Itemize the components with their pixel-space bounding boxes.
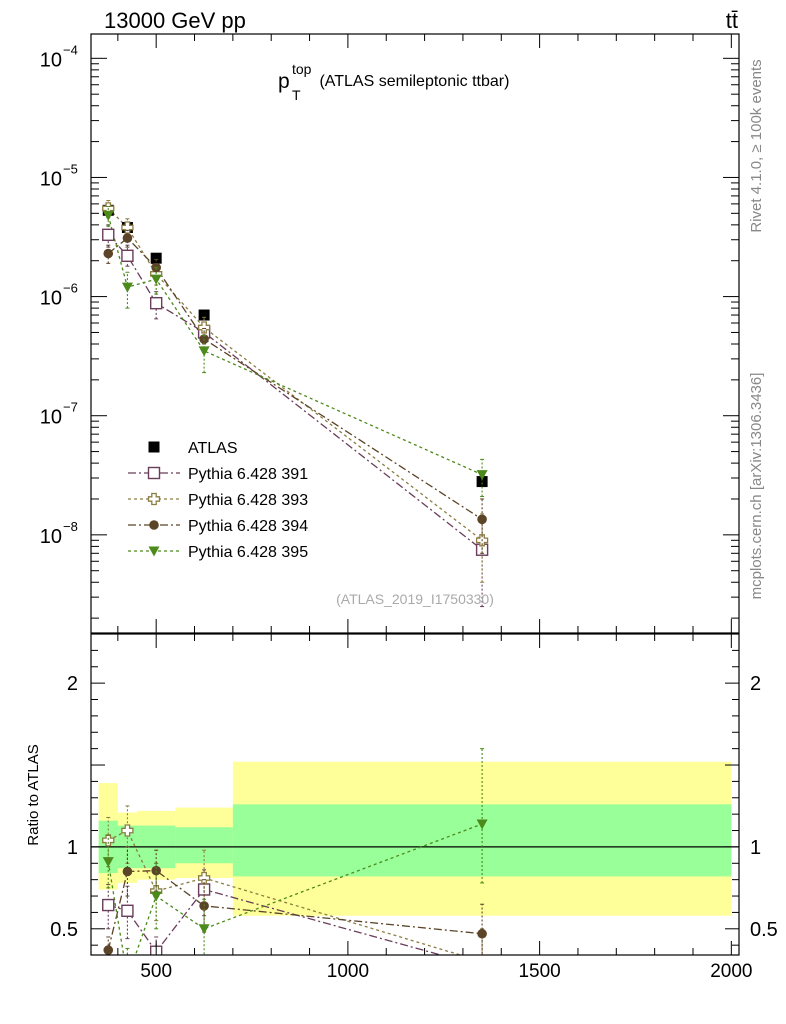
legend-label-2: Pythia 6.428 393 — [188, 492, 308, 509]
chart-title-main: p — [278, 70, 290, 93]
upper-panel-border — [90, 33, 740, 634]
atlas-data-point — [198, 309, 210, 321]
ratio-point-3 — [103, 945, 114, 955]
series-point-3 — [103, 248, 114, 259]
legend-label-4: Pythia 6.428 395 — [188, 544, 308, 561]
ratio-band-green — [232, 804, 732, 877]
y-tick-label-lower-right: 1 — [750, 837, 761, 859]
y-tick-label-upper: 10 — [40, 168, 62, 190]
ratio-series-points — [102, 748, 488, 983]
ratio-band-green — [175, 827, 233, 864]
y-tick-label-lower-right: 0.5 — [750, 919, 778, 941]
x-tick-label: 2000 — [710, 961, 752, 982]
legend-label-atlas: ATLAS — [188, 440, 238, 457]
series-point-2 — [121, 221, 134, 234]
y-tick-label-upper: 10 — [40, 288, 62, 310]
series-point-4 — [476, 470, 488, 481]
series-point-1 — [149, 296, 163, 310]
y-tick-label-upper-exponent: −8 — [63, 519, 78, 534]
x-tick-label: 500 — [140, 961, 172, 982]
ratio-point-2 — [102, 834, 115, 847]
atlas-data-point — [476, 476, 488, 488]
ratio-point-4 — [150, 891, 162, 902]
rivet-version-label: Rivet 4.1.0, ≥ 100k events — [748, 59, 765, 232]
lower-panel-frame — [90, 633, 740, 956]
y-tick-label-lower-left: 0.5 — [50, 919, 78, 941]
ratio-point-3 — [477, 928, 487, 939]
ratio-point-1 — [121, 904, 134, 917]
y-tick-label-upper-exponent: −7 — [63, 400, 78, 415]
ratio-line-2 — [107, 829, 463, 955]
y-tick-label-lower-right: 2 — [750, 673, 761, 695]
header-process-label: tt̄ — [726, 8, 738, 33]
upper-series-points — [102, 200, 489, 608]
ratio-uncertainty-bands — [98, 761, 732, 916]
atlas-data-point — [150, 252, 162, 264]
ratio-point-1 — [197, 883, 211, 896]
header-energy-label: 13000 GeV pp — [104, 8, 246, 33]
ratio-line-3 — [107, 869, 483, 951]
series-point-4 — [102, 210, 114, 221]
series-line-4 — [107, 215, 483, 476]
y-tick-label-lower-left: 2 — [67, 673, 78, 695]
series-point-4 — [198, 346, 210, 357]
ratio-point-3 — [151, 865, 161, 876]
chart-title: p top T (ATLAS semileptonic ttbar) — [278, 61, 509, 103]
ratio-point-2 — [121, 824, 134, 837]
ratio-point-4 — [198, 924, 210, 935]
ratio-point-1 — [477, 961, 488, 972]
series-point-1 — [121, 249, 134, 262]
y-tick-label-lower-left: 1 — [67, 837, 78, 859]
upper-panel-frame — [90, 33, 740, 634]
x-tick-label: 1000 — [327, 961, 369, 982]
chart-title-rest: (ATLAS semileptonic ttbar) — [315, 73, 509, 90]
chart-title-superscript: top — [292, 61, 312, 77]
analysis-tag: (ATLAS_2019_I1750330) — [336, 591, 494, 607]
mcplots-label: mcplots.cern.ch [arXiv:1306.3436] — [748, 373, 765, 600]
y-tick-label-upper-exponent: −4 — [63, 42, 78, 57]
legend: ATLAS Pythia 6.428 391 Pythia 6.428 393 Pyt… — [128, 440, 308, 561]
ratio-point-3 — [122, 866, 133, 877]
series-point-3 — [477, 514, 487, 525]
ratio-point-4 — [102, 857, 114, 868]
y-tick-label-upper: 10 — [40, 526, 62, 548]
series-point-3 — [122, 233, 133, 243]
ratio-point-2 — [477, 956, 488, 967]
legend-marker-1 — [147, 466, 161, 480]
lower-panel-border — [90, 633, 740, 956]
ratio-axis-label: Ratio to ATLAS — [25, 744, 42, 845]
legend-marker-4 — [148, 546, 160, 557]
y-tick-label-upper: 10 — [40, 49, 62, 71]
chart-title-subscript: T — [292, 87, 301, 103]
legend-marker-3 — [149, 520, 159, 530]
ratio-point-1 — [102, 898, 115, 912]
legend-marker-2 — [147, 492, 161, 506]
ratio-point-2 — [197, 871, 211, 885]
legend-label-3: Pythia 6.428 394 — [188, 518, 308, 535]
legend-label-1: Pythia 6.428 391 — [188, 466, 308, 483]
x-tick-label: 1500 — [518, 961, 560, 982]
series-point-4 — [150, 274, 162, 285]
legend-marker-atlas — [148, 441, 160, 453]
series-point-4 — [121, 282, 133, 293]
y-tick-label-upper-exponent: −5 — [63, 161, 78, 176]
ratio-point-4 — [476, 819, 488, 830]
y-tick-label-upper-exponent: −6 — [63, 281, 78, 296]
series-point-1 — [102, 228, 115, 242]
y-tick-label-upper: 10 — [40, 407, 62, 429]
ratio-point-4 — [122, 973, 133, 983]
series-line-2 — [107, 207, 483, 541]
series-point-2 — [197, 321, 211, 334]
